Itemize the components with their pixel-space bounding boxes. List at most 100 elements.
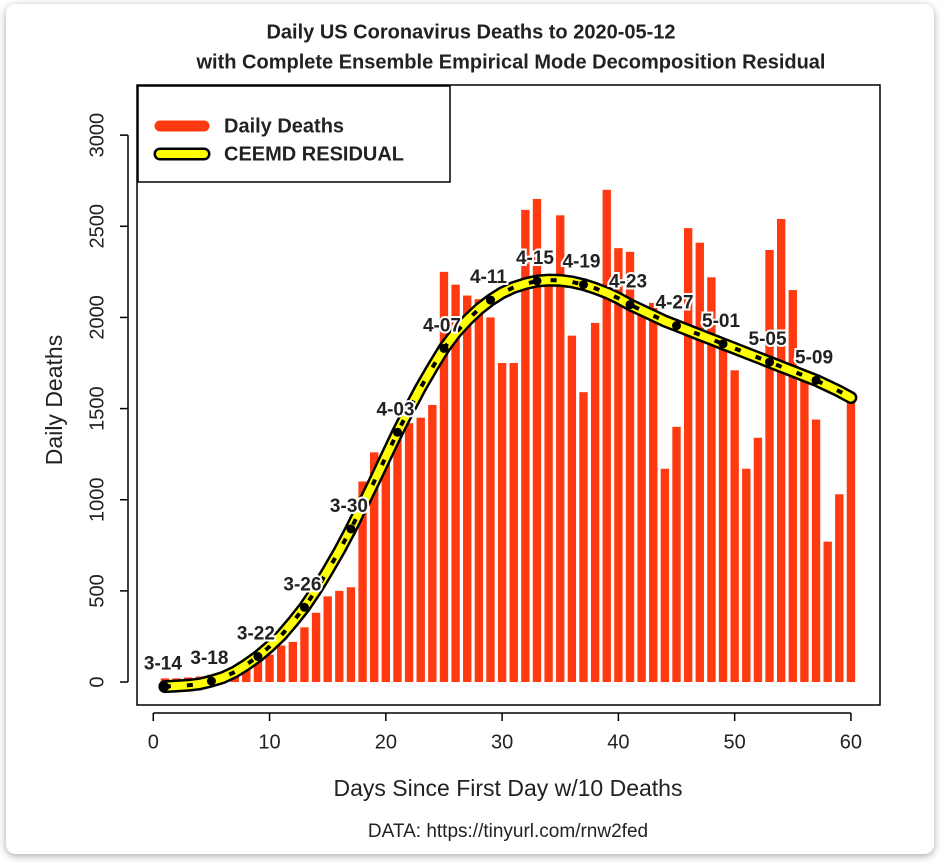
bar [265,654,274,683]
bar [695,242,704,683]
annotation-dot [765,357,775,367]
bar [451,284,460,683]
annotation-dot [439,343,449,353]
y-tick-label: 2500 [86,204,108,249]
date-annotation: 5-09 [795,347,833,368]
bar [486,317,495,683]
x-tick-label: 40 [607,731,629,753]
date-annotation: 3-18 [190,648,228,669]
bar [683,228,693,683]
x-tick-label: 30 [491,731,513,753]
annotation-dot [299,602,309,612]
bar [811,419,821,683]
annotation-dot [253,652,263,662]
annotation-dot [625,300,635,310]
x-tick-label: 10 [258,731,280,753]
annotation-dot [160,682,170,692]
annotation-dot [718,339,728,349]
bar [637,313,646,683]
bar [776,218,786,683]
bar [590,322,600,683]
bar [800,372,809,683]
annotation-dot [206,676,216,686]
bar [567,335,577,683]
bar [474,299,484,683]
bar [556,215,565,683]
y-tick-label: 1500 [86,386,108,431]
x-tick-label: 0 [148,731,159,753]
y-tick-label: 3000 [86,113,108,158]
bar [521,209,530,683]
date-annotation: 3-30 [330,496,368,517]
date-annotation: 4-07 [423,315,461,336]
bar [416,417,425,683]
bar [497,363,507,683]
date-annotation: 4-15 [516,248,554,269]
annotation-dot [392,427,402,437]
date-annotation: 3-26 [283,574,321,595]
bar [439,271,449,683]
bar [311,612,321,683]
bar [788,290,797,683]
residual-dashes [164,278,852,689]
bar [242,665,251,683]
bar [370,452,379,683]
y-tick-label: 0 [86,676,108,687]
annotation-dot [532,276,542,286]
bar [625,251,635,683]
date-annotation: 4-27 [656,293,694,314]
annotation-dot [672,321,682,331]
date-annotation: 5-05 [749,329,787,350]
bar [544,280,553,683]
date-annotation: 4-11 [470,267,507,288]
annotation-dot [485,295,495,305]
y-axis-label: Daily Deaths [41,335,67,465]
bar [509,363,518,683]
bar [753,437,763,683]
date-annotation: 5-01 [702,311,740,332]
x-tick-label: 60 [840,731,862,753]
annotation-dot [811,375,821,385]
bar [672,426,681,683]
bar [276,645,286,683]
bar [649,302,658,683]
bar [835,494,844,683]
bar [765,249,774,683]
bar [823,541,832,683]
bar [323,596,332,683]
annotation-dot [578,280,588,290]
footnote: DATA: https://tinyurl.com/rnw2fed [368,821,648,842]
date-annotation: 4-23 [609,272,647,293]
bar [346,587,356,683]
bar [288,641,297,683]
bar [718,344,728,683]
x-tick-label: 20 [375,731,397,753]
bar [335,590,344,683]
annotation-dot [346,524,356,534]
legend-label: Daily Deaths [224,115,344,137]
y-tick-label: 2000 [86,295,108,340]
bar [404,423,414,683]
y-tick-label: 500 [86,574,108,607]
bar [579,392,588,683]
bar [463,295,472,683]
chart-subtitle: with Complete Ensemble Empirical Mode De… [195,51,825,73]
bar [428,404,437,683]
plot-frame [136,84,881,706]
date-annotation: 4-19 [562,252,600,273]
bar [660,468,670,683]
bar [532,198,542,683]
bar [358,481,367,683]
bar [602,189,611,683]
date-annotation: 4-03 [376,399,414,420]
bar [707,277,716,683]
x-tick-label: 50 [724,731,746,753]
bar [300,627,309,683]
date-annotation: 3-22 [237,624,275,645]
bar [253,661,263,683]
x-axis-label: Days Since First Day w/10 Deaths [334,775,683,801]
y-tick-label: 1000 [86,477,108,522]
bar [393,435,402,683]
legend-label: CEEMD RESIDUAL [224,143,404,165]
